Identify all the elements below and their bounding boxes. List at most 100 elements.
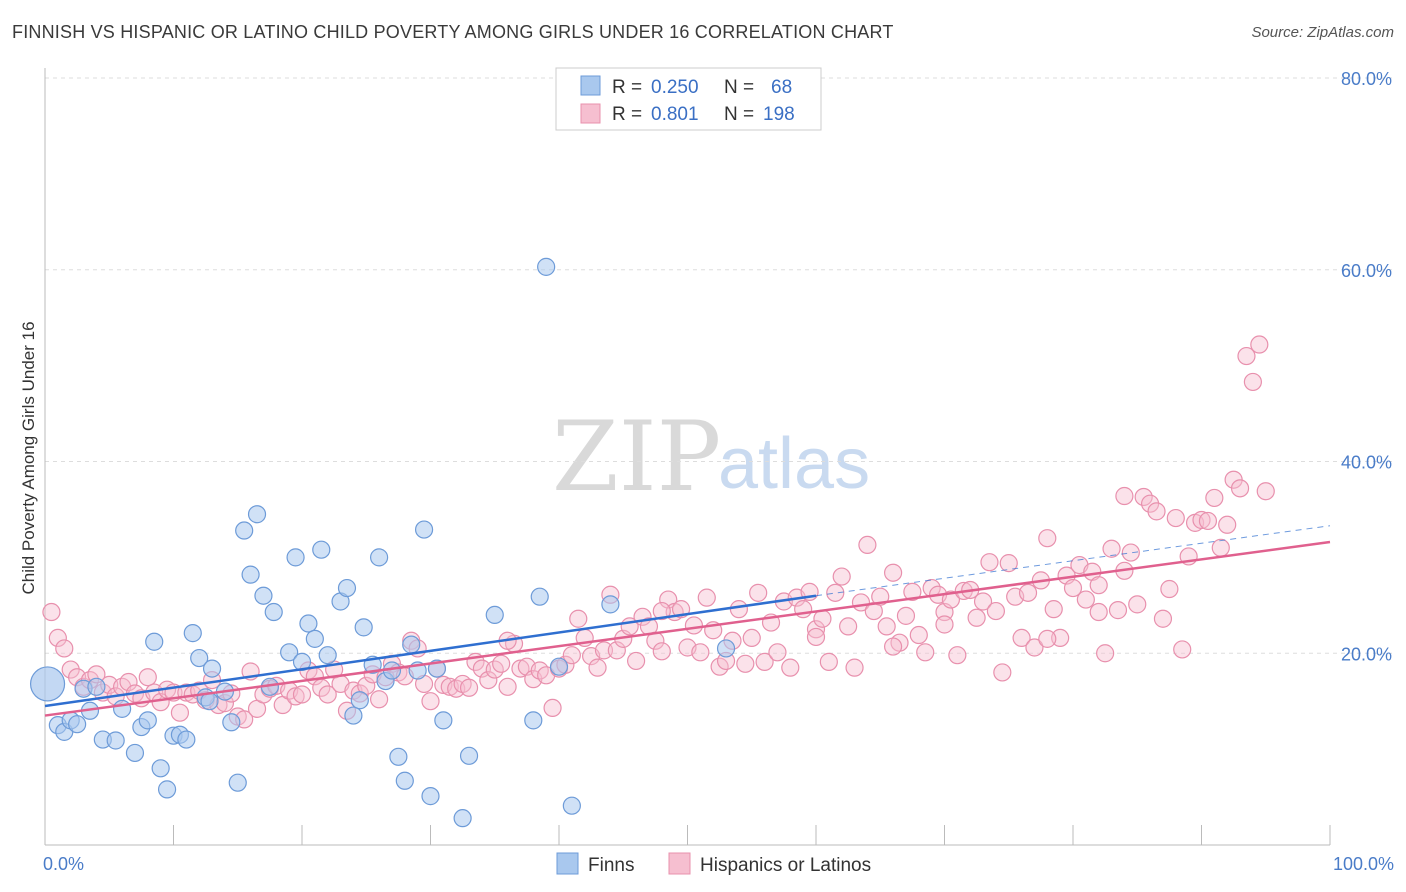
- finns-point-50: [395, 771, 414, 790]
- finns-point-63: [549, 657, 569, 676]
- hispanic-point-153: [1025, 638, 1044, 657]
- bottom-legend-hisp-label: Hispanics or Latinos: [700, 855, 871, 876]
- hispanic-point-115: [781, 658, 800, 677]
- y-tick-label-20: 20.0%: [1341, 644, 1392, 664]
- finns-point-16: [157, 780, 177, 799]
- hispanic-point-91: [626, 651, 646, 671]
- hispanic-point-134: [903, 582, 922, 601]
- hispanic-point-111: [755, 652, 774, 671]
- finns-point-27: [235, 521, 254, 540]
- legend-finns-swatch: [580, 75, 601, 96]
- hispanic-point-107: [729, 600, 749, 619]
- finns-point-39: [318, 646, 337, 665]
- finns-point-13: [138, 711, 157, 730]
- hispanic-point-88: [607, 641, 626, 660]
- hispanic-point-188: [1250, 335, 1269, 354]
- legend-finns-r-label: R =: [612, 77, 642, 98]
- finns-point-44: [354, 618, 373, 637]
- x-tick-label-0: 0.0%: [43, 854, 84, 874]
- finns-point-23: [202, 659, 222, 678]
- hispanic-point-86: [594, 641, 614, 660]
- finns-point-51: [402, 635, 421, 654]
- hispanic-point-85: [588, 658, 607, 677]
- hispanic-point-140: [941, 590, 961, 609]
- hispanic-point-174: [1160, 579, 1179, 599]
- hispanic-point-73: [511, 659, 530, 678]
- y-tick-label-40: 40.0%: [1341, 453, 1392, 473]
- hispanic-point-81: [562, 646, 581, 665]
- hispanic-point-130: [877, 617, 896, 636]
- finns-point-42: [344, 706, 363, 725]
- finns-point-34: [286, 548, 305, 567]
- hispanic-points: [42, 335, 1275, 729]
- finns-point-0: [29, 666, 66, 702]
- hispanic-point-78: [543, 698, 562, 717]
- hispanic-point-59: [421, 692, 440, 711]
- watermark-zip: ZIP: [552, 401, 721, 513]
- finns-point-43: [350, 691, 369, 710]
- finns-point-62: [537, 257, 556, 276]
- finns-point-60: [524, 711, 543, 730]
- hispanic-point-164: [1096, 644, 1115, 663]
- hispanic-point-95: [652, 642, 671, 661]
- hispanic-point-175: [1166, 508, 1185, 528]
- legend-finns-r-value: 0.250: [651, 77, 699, 98]
- hispanic-point-67: [472, 659, 491, 678]
- hispanic-point-149: [999, 554, 1018, 573]
- finns-points: [29, 257, 736, 828]
- hispanic-point-100: [684, 616, 704, 635]
- hispanic-point-135: [909, 625, 928, 645]
- source-label: Source: ZipAtlas.com: [1251, 24, 1394, 41]
- y-axis-label: Child Poverty Among Girls Under 16: [19, 321, 38, 594]
- hispanic-point-12: [119, 672, 138, 692]
- hispanic-point-110: [749, 583, 768, 602]
- finns-point-10: [112, 699, 132, 718]
- hispanic-point-183: [1218, 515, 1237, 534]
- hispanic-point-192: [1038, 629, 1057, 648]
- legend-finns-n-label: N =: [724, 77, 754, 98]
- hispanic-point-70: [492, 654, 511, 673]
- finns-point-7: [87, 677, 106, 696]
- finns-point-19: [177, 730, 196, 749]
- hispanic-point-133: [896, 606, 916, 625]
- hispanic-point-161: [1076, 590, 1095, 609]
- bottom-legend-hisp-swatch: [668, 852, 691, 875]
- finns-point-28: [241, 565, 260, 584]
- finns-point-41: [337, 578, 357, 598]
- hispanic-point-157: [1051, 628, 1070, 648]
- hispanic-point-2: [55, 639, 74, 658]
- finns-point-49: [389, 747, 408, 766]
- hispanic-point-124: [839, 617, 858, 636]
- hispanic-point-190: [1115, 486, 1134, 506]
- y-tick-label-80: 80.0%: [1341, 69, 1392, 89]
- finns-point-25: [222, 713, 241, 732]
- finns-point-54: [421, 787, 440, 806]
- hispanic-point-165: [1102, 539, 1121, 558]
- hispanic-point-82: [569, 609, 588, 628]
- hispanic-point-193: [935, 615, 954, 634]
- hispanic-point-147: [986, 601, 1006, 621]
- hispanic-point-159: [1063, 578, 1083, 598]
- legend-hisp-n-label: N =: [724, 104, 754, 125]
- bottom-legend-finns-label: Finns: [588, 855, 634, 876]
- hispanic-point-65: [459, 678, 479, 697]
- hispanic-point-71: [498, 677, 517, 696]
- finns-point-14: [145, 632, 164, 651]
- hispanic-point-179: [1192, 510, 1211, 530]
- hispanic-point-122: [826, 583, 845, 602]
- hispanic-point-156: [1044, 600, 1063, 619]
- hispanic-point-51: [370, 690, 389, 709]
- hispanic-point-170: [1134, 487, 1153, 507]
- hispanic-point-186: [1237, 346, 1256, 366]
- tick-labels: 20.0% 40.0% 60.0% 80.0% 0.0% 100.0%: [43, 69, 1394, 874]
- hispanic-point-109: [742, 628, 761, 648]
- hispanic-point-148: [993, 663, 1012, 682]
- hispanic-point-136: [916, 643, 935, 662]
- y-tick-label-60: 60.0%: [1341, 261, 1392, 281]
- hispanic-point-0: [42, 602, 61, 622]
- finns-point-37: [305, 629, 324, 648]
- hispanic-point-169: [1128, 595, 1147, 614]
- finns-point-36: [299, 614, 318, 633]
